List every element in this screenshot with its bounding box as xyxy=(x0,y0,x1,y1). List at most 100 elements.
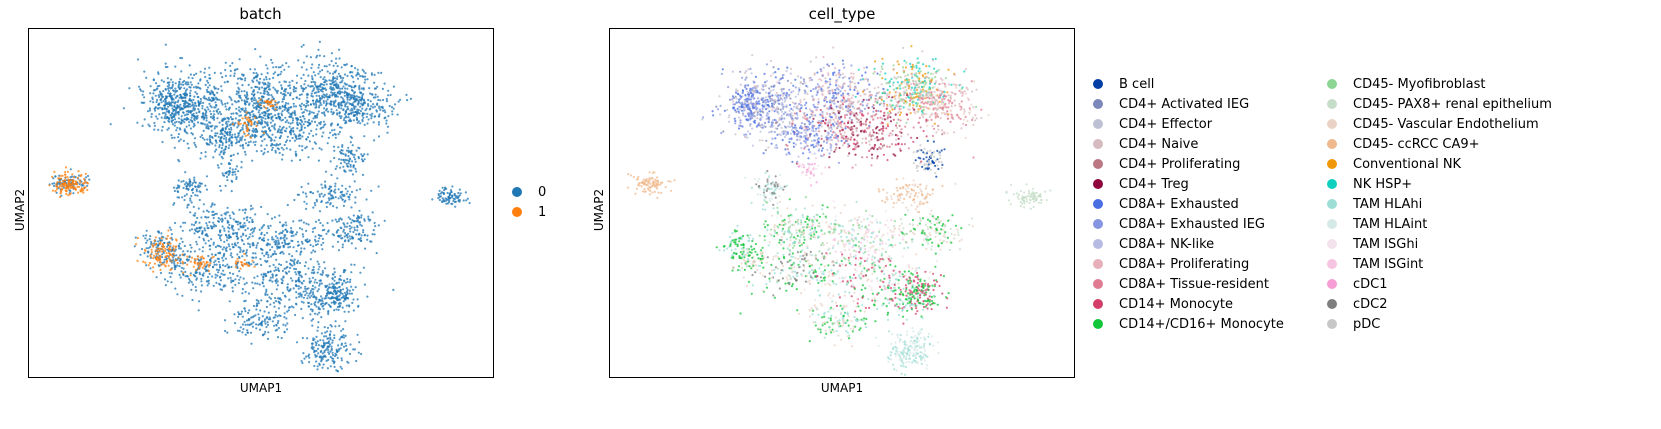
scatter-point-group xyxy=(134,229,189,273)
legend-label: cDC2 xyxy=(1353,296,1388,312)
legend-item: TAM HLAint xyxy=(1327,214,1552,234)
scatter-point-group xyxy=(886,80,983,159)
scatter-point-group xyxy=(296,170,380,222)
scatter-point-group xyxy=(746,198,837,247)
scatter-point-group xyxy=(211,232,378,322)
cell-type-scatter-plot xyxy=(609,28,1075,378)
legend-label: CD4+ Naive xyxy=(1119,136,1199,152)
scatter-point-group xyxy=(140,72,197,133)
legend-item: TAM ISGint xyxy=(1327,254,1552,274)
scatter-point-group xyxy=(719,84,771,126)
batch-legend: 0 1 xyxy=(512,182,546,222)
legend-marker xyxy=(1327,119,1337,129)
scatter-point-group xyxy=(897,270,945,308)
legend-label: 0 xyxy=(538,184,547,200)
scatter-point-group xyxy=(797,162,818,187)
legend-label: 1 xyxy=(538,204,547,220)
scatter-point-group xyxy=(912,144,943,175)
cell-type-scatter-svg xyxy=(627,45,1052,376)
legend-label: TAM ISGint xyxy=(1353,256,1424,272)
batch-scatter-svg xyxy=(48,40,471,373)
legend-marker xyxy=(1327,239,1337,249)
scatter-point-group xyxy=(295,324,363,373)
scatter-point-group xyxy=(877,178,944,214)
scatter-point-group xyxy=(324,267,359,305)
legend-item: CD8A+ Tissue-resident xyxy=(1093,274,1284,294)
scatter-point-group xyxy=(731,200,858,257)
legend-marker xyxy=(1093,79,1103,89)
legend-item: TAM ISGhi xyxy=(1327,234,1552,254)
legend-label: CD45- ccRCC CA9+ xyxy=(1353,136,1480,152)
scatter-point-group xyxy=(863,46,962,135)
legend-label: CD45- Myofibroblast xyxy=(1353,76,1486,92)
legend-label: CD4+ Proliferating xyxy=(1119,156,1241,172)
legend-label: CD8A+ Tissue-resident xyxy=(1119,276,1269,292)
legend-marker xyxy=(1327,99,1337,109)
legend-label: B cell xyxy=(1119,76,1155,92)
legend-label: pDC xyxy=(1353,316,1381,332)
legend-label: cDC1 xyxy=(1353,276,1388,292)
legend-item: CD4+ Naive xyxy=(1093,134,1284,154)
legend-marker xyxy=(512,187,522,197)
scatter-point-group xyxy=(893,210,974,251)
scatter-point-group xyxy=(769,200,856,262)
legend-marker xyxy=(1093,279,1103,289)
scatter-point-group xyxy=(789,200,914,264)
scatter-point-group xyxy=(736,236,862,315)
legend-marker xyxy=(1327,179,1337,189)
scatter-point-group xyxy=(206,198,345,275)
legend-item: CD45- Myofibroblast xyxy=(1327,74,1552,94)
scatter-point-group xyxy=(311,71,412,142)
legend-item: CD8A+ NK-like xyxy=(1093,234,1284,254)
legend-marker xyxy=(1093,99,1103,109)
legend-label: TAM ISGhi xyxy=(1353,236,1419,252)
scatter-point-group xyxy=(816,251,942,313)
scatter-point-group xyxy=(223,293,295,345)
scatter-point-group xyxy=(718,224,759,261)
scatter-point-group xyxy=(109,43,253,163)
legend-label: CD4+ Activated IEG xyxy=(1119,96,1250,112)
scatter-point-group xyxy=(159,189,272,261)
legend-marker xyxy=(512,207,522,217)
legend-item: CD45- PAX8+ renal epithelium xyxy=(1327,94,1552,114)
scatter-point-group xyxy=(329,141,369,176)
legend-marker xyxy=(1093,219,1103,229)
legend-marker xyxy=(1093,239,1103,249)
legend-marker xyxy=(1327,199,1337,209)
legend-item: cDC2 xyxy=(1327,294,1552,314)
legend-item: pDC xyxy=(1327,314,1552,334)
scatter-point-group xyxy=(1005,183,1052,210)
legend-label: CD8A+ Exhausted IEG xyxy=(1119,216,1266,232)
cell-type-legend-column-2: CD45- Myofibroblast CD45- PAX8+ renal epi… xyxy=(1327,74,1552,334)
legend-item: CD4+ Treg xyxy=(1093,174,1284,194)
legend-label: CD14+ Monocyte xyxy=(1119,296,1233,312)
legend-marker xyxy=(1327,139,1337,149)
scatter-point-group xyxy=(715,220,767,258)
legend-marker xyxy=(1327,319,1337,329)
scatter-point-group xyxy=(172,171,209,208)
legend-label: TAM HLAhi xyxy=(1353,196,1423,212)
scatter-point-group xyxy=(755,169,786,206)
legend-item: CD4+ Activated IEG xyxy=(1093,94,1284,114)
legend-marker xyxy=(1327,219,1337,229)
legend-item: CD45- Vascular Endothelium xyxy=(1327,114,1552,134)
scatter-point-group xyxy=(252,40,383,127)
cell-type-y-axis-label: UMAP2 xyxy=(592,188,606,232)
legend-item: B cell xyxy=(1093,74,1284,94)
scatter-point-group xyxy=(178,91,366,162)
scatter-point-group xyxy=(177,110,273,165)
legend-item: TAM HLAhi xyxy=(1327,194,1552,214)
scatter-point-group xyxy=(313,204,386,266)
scatter-point-group xyxy=(896,73,977,134)
legend-item: 1 xyxy=(512,202,546,222)
legend-marker xyxy=(1093,159,1103,169)
batch-panel-title: batch xyxy=(239,5,282,23)
batch-scatter-plot xyxy=(28,28,494,378)
legend-marker xyxy=(1093,259,1103,269)
legend-item: CD14+ Monocyte xyxy=(1093,294,1284,314)
scatter-point-group xyxy=(257,98,278,111)
legend-item: CD45- ccRCC CA9+ xyxy=(1327,134,1552,154)
legend-item: CD8A+ Exhausted xyxy=(1093,194,1284,214)
legend-marker xyxy=(1327,159,1337,169)
legend-marker xyxy=(1093,319,1103,329)
